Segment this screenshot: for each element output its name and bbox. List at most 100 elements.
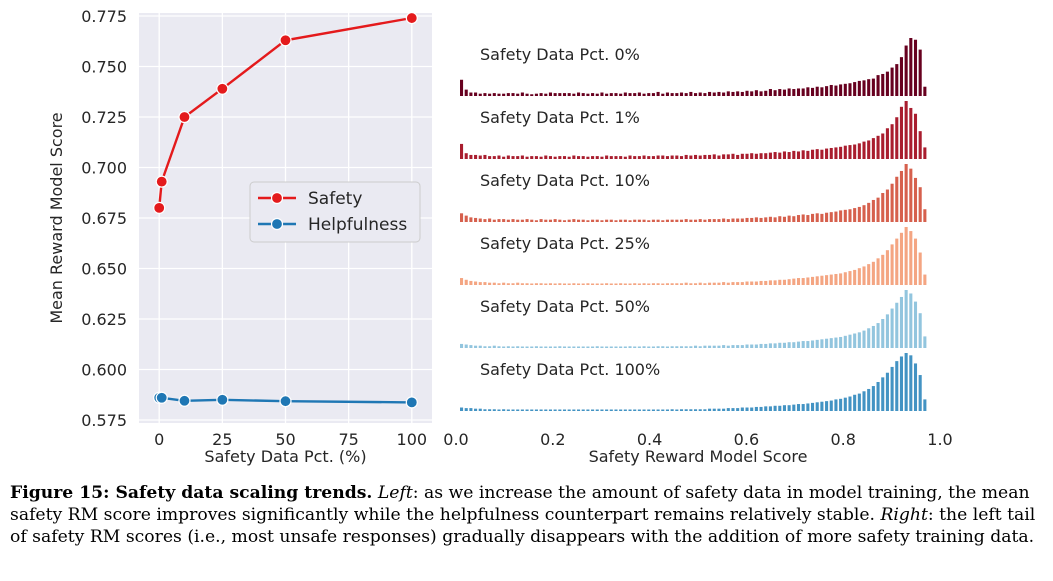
histogram-bar	[694, 219, 698, 222]
histogram-bar	[534, 346, 538, 348]
histogram-bar	[764, 343, 768, 348]
x-tick-labels: 0 25 50 75 100	[154, 430, 427, 449]
histogram-bar	[909, 293, 913, 348]
histogram-bar	[722, 345, 726, 348]
histogram-bar	[605, 93, 609, 96]
histogram-bar	[811, 276, 815, 285]
histogram-bar	[469, 92, 473, 96]
histogram-bar	[488, 218, 492, 222]
histogram-bar	[642, 155, 646, 159]
histogram-bar	[595, 283, 599, 285]
histogram-bar	[581, 93, 585, 96]
histogram-bar	[857, 206, 861, 222]
y-tick-labels: 0.575 0.600 0.625 0.650 0.675 0.700 0.725 0.750…	[81, 7, 127, 430]
histogram-bar	[745, 281, 749, 285]
histogram-bar	[726, 282, 730, 285]
histogram-bar	[492, 219, 496, 222]
histogram-bar	[890, 124, 894, 159]
histogram-bar	[506, 155, 510, 159]
histogram-bar	[876, 75, 880, 96]
histogram-bar	[633, 346, 637, 348]
histogram-bar	[698, 92, 702, 96]
histogram-bar	[544, 93, 548, 96]
histogram-bar	[792, 216, 796, 222]
histogram-bar	[534, 156, 538, 159]
series-point	[279, 395, 292, 408]
histogram-bar	[815, 149, 819, 159]
histogram-bar	[656, 409, 660, 411]
histogram-bar	[684, 282, 688, 285]
histogram-bar	[525, 283, 529, 285]
histogram-bar	[820, 149, 824, 159]
histogram-bar	[782, 216, 786, 222]
histogram-bar	[553, 219, 557, 222]
histogram-bar	[520, 283, 524, 285]
histogram-bar	[731, 153, 735, 159]
histogram-bar	[806, 403, 810, 411]
histogram-title: Safety Data Pct. 50%	[480, 297, 650, 316]
histogram-bar	[478, 282, 482, 285]
histogram-bar	[670, 219, 674, 222]
histogram-bar	[661, 220, 665, 222]
histogram-bar	[689, 155, 693, 159]
histogram-bar	[811, 87, 815, 96]
histogram-bar	[867, 79, 871, 96]
histogram-bar	[834, 399, 838, 411]
histogram-bar	[759, 217, 763, 222]
histogram-bar	[853, 333, 857, 348]
histogram-bar	[464, 153, 468, 159]
histogram-bar	[839, 210, 843, 222]
histogram-bar	[918, 187, 922, 222]
x-tick-labels: 0.0 0.2 0.4 0.6 0.8 1.0	[443, 430, 952, 449]
histogram-bar	[778, 216, 782, 222]
caption-label: Figure 15: Safety data scaling trends.	[10, 483, 373, 503]
histogram-bar	[637, 409, 641, 411]
histogram-bar	[750, 344, 754, 348]
histogram-bar	[619, 219, 623, 222]
legend-label-helpfulness: Helpfulness	[308, 215, 407, 235]
caption-right-label: Right	[880, 505, 928, 525]
histogram-bar	[839, 336, 843, 348]
x-axis-label: Safety Reward Model Score	[589, 447, 808, 466]
histogram-bar	[562, 283, 567, 285]
histogram-bar	[694, 283, 698, 285]
histogram-bar	[745, 90, 749, 96]
series-point	[178, 394, 191, 407]
histogram-bar	[460, 143, 464, 159]
histogram-bar	[726, 219, 730, 222]
histogram-bar	[768, 152, 772, 159]
histogram-bar	[483, 154, 487, 159]
histogram-bar	[918, 131, 922, 159]
histogram-bar	[712, 408, 716, 411]
histogram-bar	[548, 346, 552, 348]
histogram-bar	[787, 215, 791, 222]
histogram-bar	[787, 152, 791, 159]
y-tick-label: 0.750	[81, 58, 127, 77]
histogram-bar	[502, 282, 506, 285]
y-tick-label: 0.700	[81, 159, 127, 178]
histogram-bar	[539, 219, 543, 222]
histogram-bar	[586, 409, 590, 411]
histogram-bar	[516, 346, 520, 348]
caption-left-label: Left	[377, 483, 413, 503]
histogram-bar	[492, 93, 496, 96]
histogram-bar	[862, 391, 866, 411]
histogram-bar	[885, 71, 889, 96]
histogram-bar	[857, 80, 861, 96]
histogram-bar	[820, 213, 824, 222]
histogram-bar	[474, 154, 478, 159]
histogram-bar	[478, 93, 482, 96]
histogram-bar	[642, 93, 646, 96]
histogram-bar	[843, 335, 847, 348]
histogram-bar	[506, 93, 510, 96]
histogram-bar	[740, 218, 744, 222]
histogram-bar	[726, 154, 730, 159]
histogram-bar	[633, 93, 637, 96]
histogram-bar	[885, 250, 889, 285]
histogram-bar	[502, 346, 506, 348]
series-point	[405, 396, 418, 409]
histogram-bar	[520, 155, 524, 159]
histogram-bar	[857, 268, 861, 285]
histogram-bar	[562, 346, 567, 348]
histogram-bar	[885, 189, 889, 222]
